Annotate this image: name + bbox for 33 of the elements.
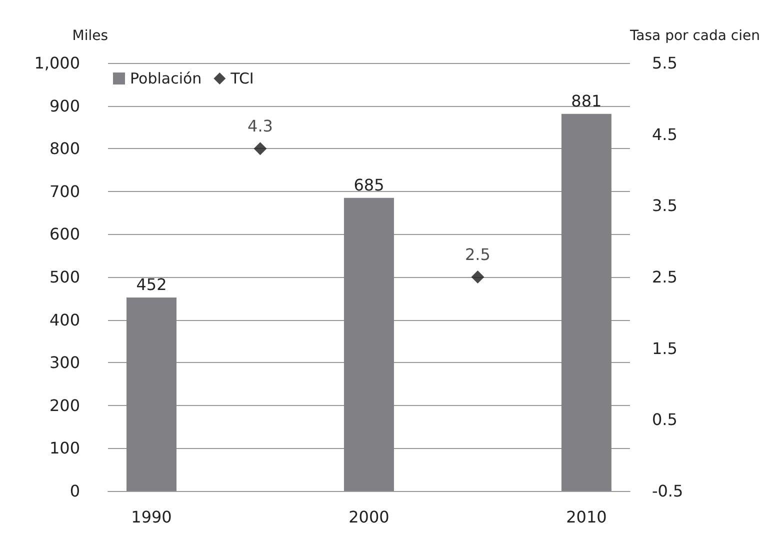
data-label: 452: [136, 275, 167, 294]
y-tick-label: 500: [49, 268, 80, 286]
y2-tick-label: -0.5: [652, 482, 684, 500]
y2-tick-label: 3.5: [652, 196, 678, 216]
y-tick-label: 800: [49, 139, 80, 158]
y-tick-label: 700: [49, 182, 80, 201]
data-label: 685: [354, 175, 384, 194]
y2-tick-label: 2.5: [652, 268, 678, 286]
y-tick-label: 900: [49, 96, 80, 116]
y-axis-title: Miles: [72, 28, 108, 44]
y2-tick-label: 4.5: [652, 124, 678, 144]
y2-axis-title: Tasa por cada cien: [628, 28, 760, 44]
y2-tick-label: 5.5: [652, 54, 678, 72]
x-tick-label: 1990: [131, 508, 172, 526]
bar: [126, 298, 176, 491]
legend-label: Población: [130, 70, 202, 88]
data-label: 881: [571, 91, 602, 110]
y-tick-label: 300: [49, 353, 80, 372]
data-label: 4.3: [248, 116, 273, 136]
y-tick-label: 100: [49, 438, 80, 458]
y-tick-label: 1,000: [34, 54, 80, 72]
y2-tick-label: 1.5: [652, 338, 678, 358]
y-tick-label: 0: [70, 482, 80, 500]
bar: [344, 198, 394, 491]
y2-tick-label: 0.5: [652, 410, 678, 430]
x-tick-label: 2000: [348, 508, 390, 526]
legend-label: TCI: [230, 70, 254, 88]
x-tick-label: 2010: [566, 508, 607, 526]
y-tick-label: 400: [49, 310, 80, 330]
y-tick-label: 600: [49, 224, 80, 244]
y-tick-label: 200: [49, 396, 80, 415]
data-label: 2.5: [464, 245, 490, 264]
bar: [561, 114, 612, 491]
